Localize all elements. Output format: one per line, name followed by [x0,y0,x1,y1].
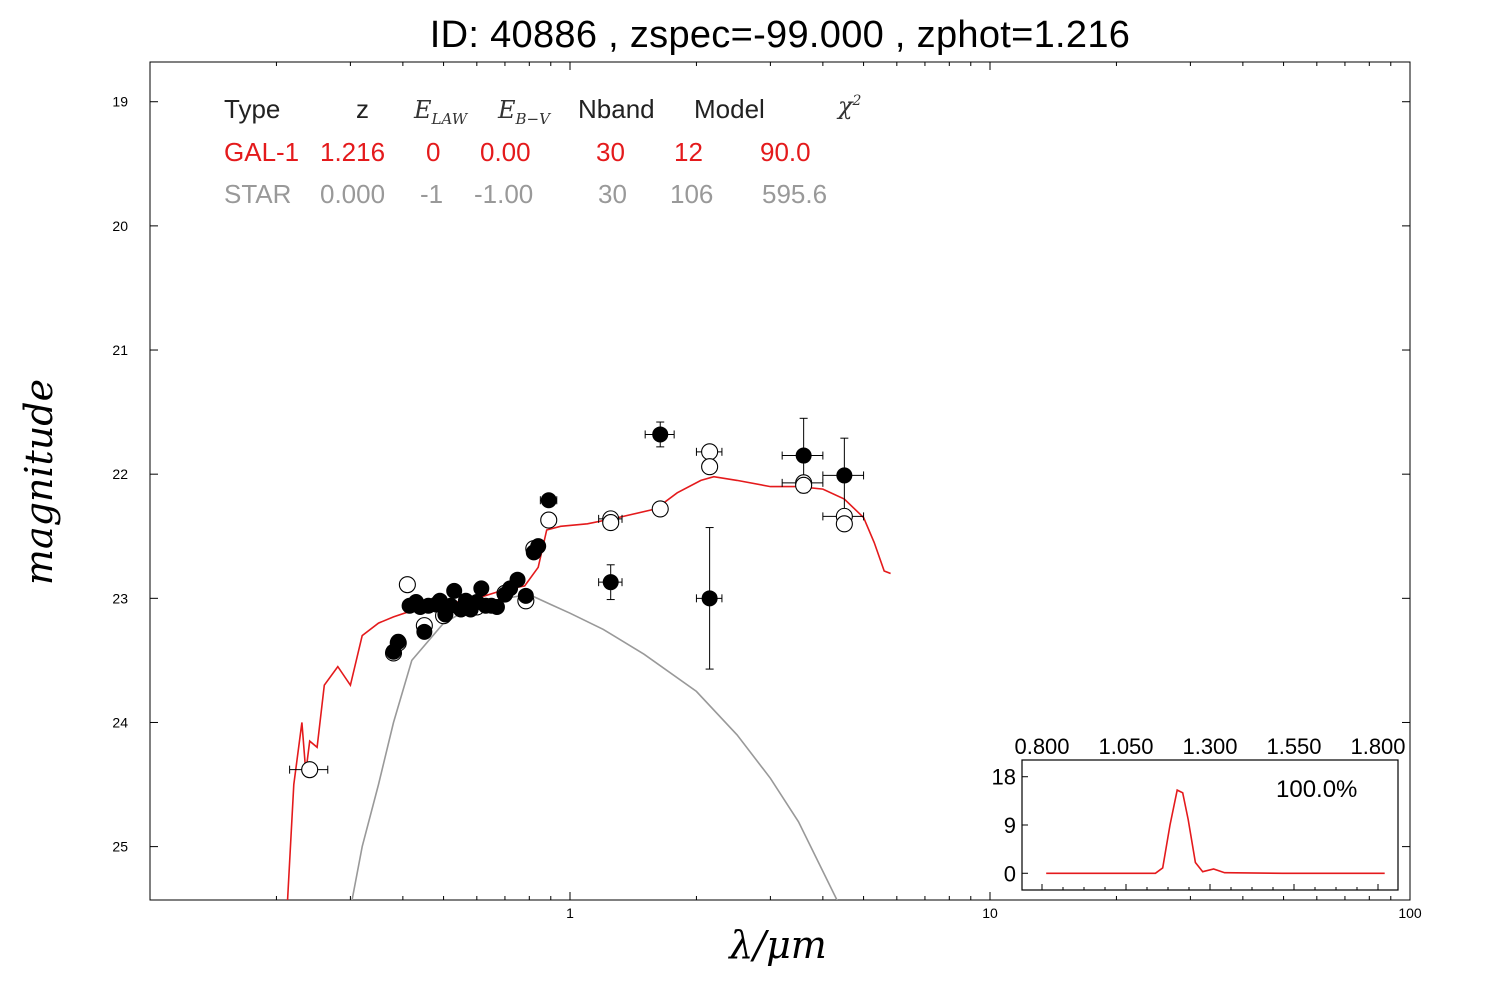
model-point [301,761,319,779]
observed-point [652,426,669,443]
galaxy-ebv: 0.00 [480,137,531,167]
observed-point [446,582,463,599]
observed-point [602,574,619,591]
observed-point [530,538,547,555]
observed-point [390,633,407,650]
y-tick-label: 21 [112,342,128,358]
star-z: 0.000 [320,179,386,209]
observed-point [517,587,534,604]
inset-x-tick-label: 1.300 [1182,734,1237,759]
star-chi2: 595.6 [762,179,828,209]
galaxy-elaw: 0 [426,137,441,167]
model-point [651,500,669,518]
model-point [835,515,853,533]
y-tick-label: 20 [112,218,128,234]
header-nband: Nband [578,94,655,124]
model-point [602,514,620,532]
header-elaw: ELAW [414,96,468,128]
page-title: ID: 40886 , zspec=-99.000 , zphot=1.216 [429,14,1131,56]
galaxy-chi2: 90.0 [760,137,811,167]
galaxy-template-line [286,475,891,900]
y-tick-label: 24 [112,714,128,730]
model-point [701,458,719,476]
model-point [540,511,558,529]
header-chi2: χ2 [838,92,862,120]
galaxy-z: 1.216 [320,137,386,167]
x-axis-label: λ/μm [727,923,827,967]
header-model: Model [694,94,765,124]
observed-point [701,590,718,607]
inset-x-tick-label: 0.800 [1014,734,1069,759]
observed-point [488,599,505,616]
star-template-line [351,593,838,900]
galaxy-type: GAL-1 [224,137,300,167]
galaxy-nband: 30 [596,137,625,167]
observed-point [540,492,557,509]
model-point [795,476,813,494]
header-ebv: EB−V [498,96,550,128]
model-point [701,443,719,461]
observed-point [795,447,812,464]
y-tick-label: 22 [112,466,128,482]
inset-x-tick-label: 1.800 [1350,734,1405,759]
star-nband: 30 [598,179,627,209]
observed-point [473,580,490,597]
star-type: STAR [224,179,292,209]
observed-point [836,467,853,484]
y-tick-label: 23 [112,590,128,606]
header-type: Type [224,94,281,124]
observed-point [416,623,433,640]
plot-area [286,417,891,900]
star-elaw: -1 [420,179,444,209]
star-ebv: -1.00 [474,179,534,209]
x-tick-label: 10 [982,905,998,921]
y-tick-label: 25 [112,839,128,855]
inset-y-tick-label: 9 [1004,813,1016,838]
x-tick-label: 1 [566,905,574,921]
observed-point [509,571,526,588]
model-point [398,576,416,594]
inset-x-tick-label: 1.550 [1266,734,1321,759]
galaxy-model: 12 [674,137,703,167]
header-z: z [356,94,369,124]
inset-frame [1021,759,1399,891]
inset-y-tick-label: 0 [1004,861,1016,886]
star-model: 106 [670,179,714,209]
inset-probability-label: 100.0% [1276,776,1358,803]
inset-y-tick-label: 18 [992,765,1016,790]
y-tick-label: 19 [112,94,128,110]
x-tick-label: 100 [1398,905,1422,921]
plot-frame [149,61,1411,901]
y-axis-label: magnitude [17,379,61,585]
inset-x-tick-label: 1.050 [1098,734,1153,759]
pdz-curve [1046,788,1385,875]
